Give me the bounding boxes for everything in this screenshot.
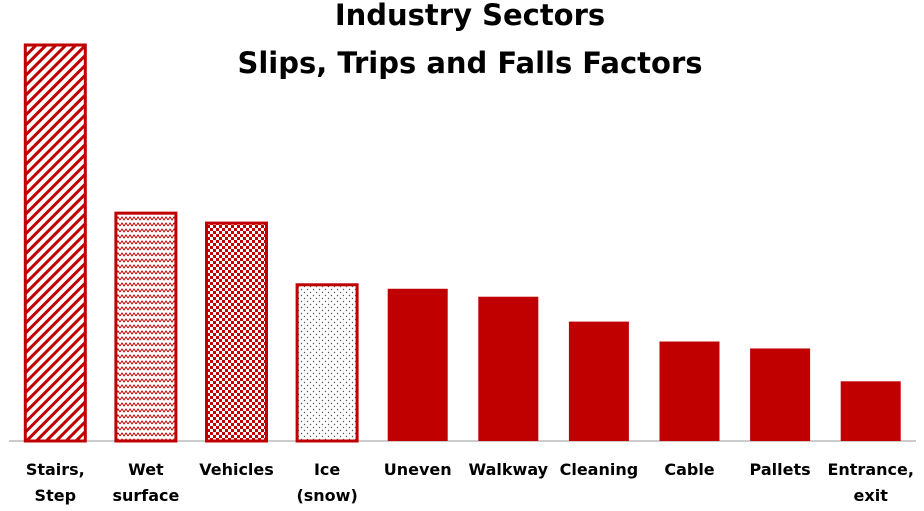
chart-title: Industry Sectors [335,0,605,32]
bar [387,288,448,441]
x-tick-label: Uneven [384,460,452,479]
x-tick-label: Cleaning [560,460,639,479]
chart-subtitle: Slips, Trips and Falls Factors [237,46,702,80]
bar [295,283,359,443]
x-tick-label: Vehicles [199,460,274,479]
bar [568,321,629,441]
x-tick-label: Walkway [469,460,549,479]
bar [114,211,178,443]
bar [659,341,720,441]
x-tick-label: Ice (snow) [296,460,357,505]
bar [23,43,87,443]
bar [205,221,268,443]
x-tick-label: Stairs, Step [26,460,85,505]
x-tick-label: Pallets [750,460,811,479]
x-tick-label: Entrance, exit [827,460,913,505]
x-tick-label: Cable [664,460,714,479]
bar [478,296,539,441]
x-tick-label: Wet surface [112,460,179,505]
bar [840,381,901,441]
bar [750,348,811,441]
